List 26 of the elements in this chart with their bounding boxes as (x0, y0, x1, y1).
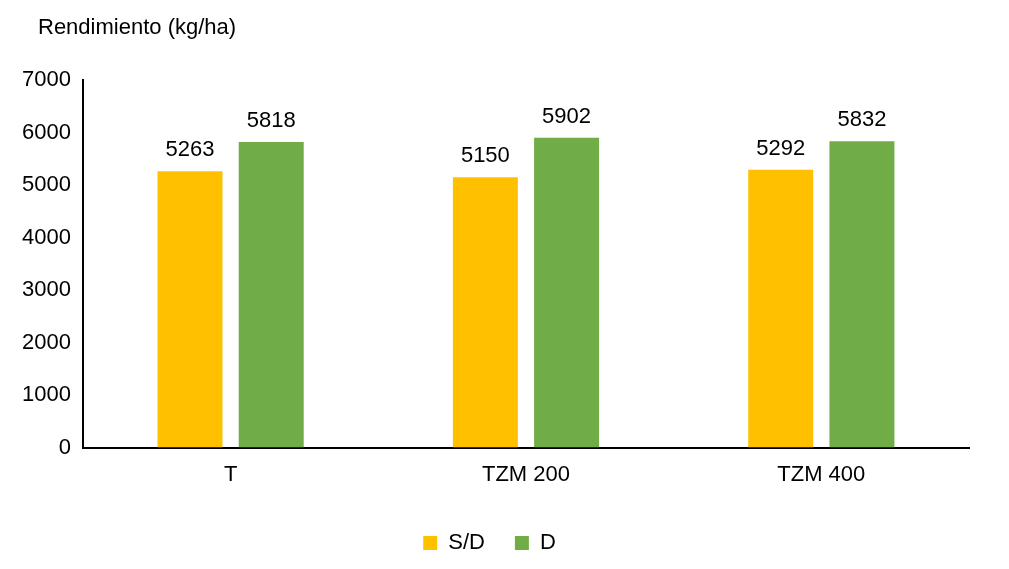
y-tick-label: 5000 (21, 171, 71, 197)
y-tick-label: 2000 (21, 328, 71, 354)
bar (534, 137, 600, 448)
y-tick-label: 0 (58, 433, 71, 459)
legend-label: S/D (448, 529, 485, 555)
x-tick-label: TZM 200 (481, 460, 570, 486)
y-tick-label: 6000 (21, 118, 71, 144)
y-axis-title: Rendimiento (kg/ha) (38, 14, 237, 40)
bar (157, 171, 223, 448)
legend-label: D (539, 529, 556, 555)
data-label: 5263 (165, 136, 215, 162)
x-tick-label: T (223, 460, 238, 486)
y-tick-label: 4000 (21, 223, 71, 249)
data-label: 5150 (460, 142, 510, 168)
bar (452, 177, 518, 448)
bar (829, 141, 895, 448)
y-tick-label: 7000 (21, 66, 71, 92)
data-label: 5832 (837, 106, 887, 132)
x-tick-label: TZM 400 (777, 460, 866, 486)
data-label: 5292 (756, 134, 806, 160)
bar (748, 169, 814, 448)
data-label: 5818 (246, 107, 296, 133)
y-tick-label: 3000 (21, 276, 71, 302)
data-label: 5902 (542, 102, 592, 128)
y-tick-label: 1000 (21, 381, 71, 407)
bar (238, 142, 304, 448)
